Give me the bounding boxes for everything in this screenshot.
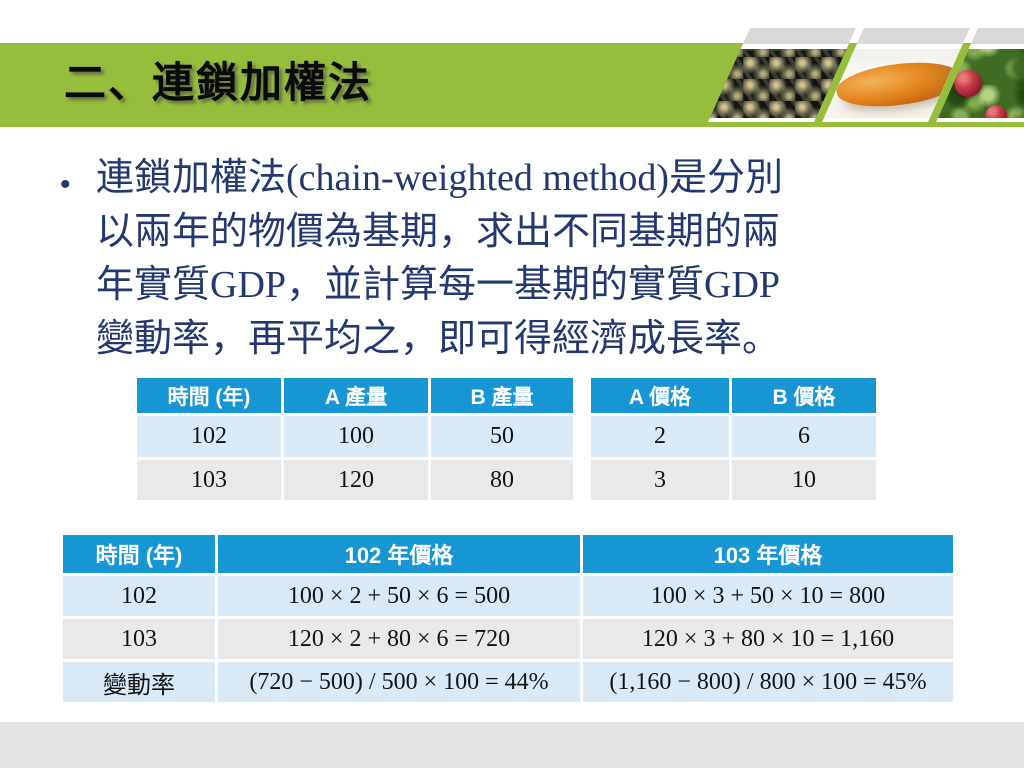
- table-cell: 3: [591, 460, 729, 500]
- gray-cap: [856, 28, 970, 44]
- chain-weight-calculation-table: 時間 (年) 102 年價格 103 年價格 102 100 × 2 + 50 …: [63, 535, 953, 702]
- page-title: 二、連鎖加權法: [64, 61, 373, 107]
- bullet-line: 年實質GDP，並計算每一基期的實質GDP: [96, 264, 781, 306]
- table-cell: 102: [137, 416, 281, 457]
- bullet-paragraph: • 連鎖加權法(chain-weighted method)是分別 以兩年的物價…: [60, 152, 980, 366]
- footer-bar: Copyright © 滄海書局 14: [0, 722, 1024, 768]
- table-gap: [576, 416, 588, 457]
- formula-cell: (720 − 500) / 500 × 100 = 44%: [218, 662, 580, 702]
- formula-cell: 120 × 2 + 80 × 6 = 720: [218, 619, 580, 659]
- column-header: B 產量: [431, 378, 573, 413]
- gray-cap: [742, 28, 856, 44]
- fruit-image-strip: [679, 28, 1024, 122]
- bullet-text: 連鎖加權法(chain-weighted method)是分別 以兩年的物價為基…: [96, 152, 783, 366]
- gray-cap: [970, 28, 1024, 44]
- column-header: 時間 (年): [63, 535, 215, 573]
- formula-cell: 100 × 3 + 50 × 10 = 800: [583, 576, 953, 616]
- table-cell: 120: [284, 460, 428, 500]
- table-cell: 10: [732, 460, 876, 500]
- formula-cell: (1,160 − 800) / 800 × 100 = 45%: [583, 662, 953, 702]
- apple: [985, 104, 1008, 118]
- row-label: 變動率: [63, 662, 215, 702]
- column-header: 103 年價格: [583, 535, 953, 573]
- table-gap: [576, 378, 588, 413]
- column-header: 102 年價格: [218, 535, 580, 573]
- table-cell: 6: [732, 416, 876, 457]
- row-label: 103: [63, 619, 215, 659]
- bullet-line: 連鎖加權法(chain-weighted method)是分別: [96, 157, 784, 199]
- bullet-icon: •: [60, 168, 71, 201]
- table-cell: 100: [284, 416, 428, 457]
- table-gap: [576, 460, 588, 500]
- column-header: A 價格: [591, 378, 729, 413]
- bullet-line: 變動率，再平均之，即可得經濟成長率。: [96, 317, 781, 360]
- table-cell: 103: [137, 460, 281, 500]
- table-cell: 50: [431, 416, 573, 457]
- column-header: B 價格: [732, 378, 876, 413]
- column-header: 時間 (年): [137, 378, 281, 413]
- row-label: 102: [63, 576, 215, 616]
- column-header: A 產量: [284, 378, 428, 413]
- bullet-line: 以兩年的物價為基期，求出不同基期的兩: [96, 210, 781, 253]
- apple: [954, 69, 983, 97]
- table-cell: 80: [431, 460, 573, 500]
- quantity-price-table: 時間 (年) A 產量 B 產量 A 價格 B 價格 102 100 50 2 …: [137, 378, 876, 500]
- table-cell: 2: [591, 416, 729, 457]
- formula-cell: 120 × 3 + 80 × 10 = 1,160: [583, 619, 953, 659]
- pineapple-texture: [709, 49, 847, 118]
- mango-shape: [834, 56, 961, 113]
- formula-cell: 100 × 2 + 50 × 6 = 500: [218, 576, 580, 616]
